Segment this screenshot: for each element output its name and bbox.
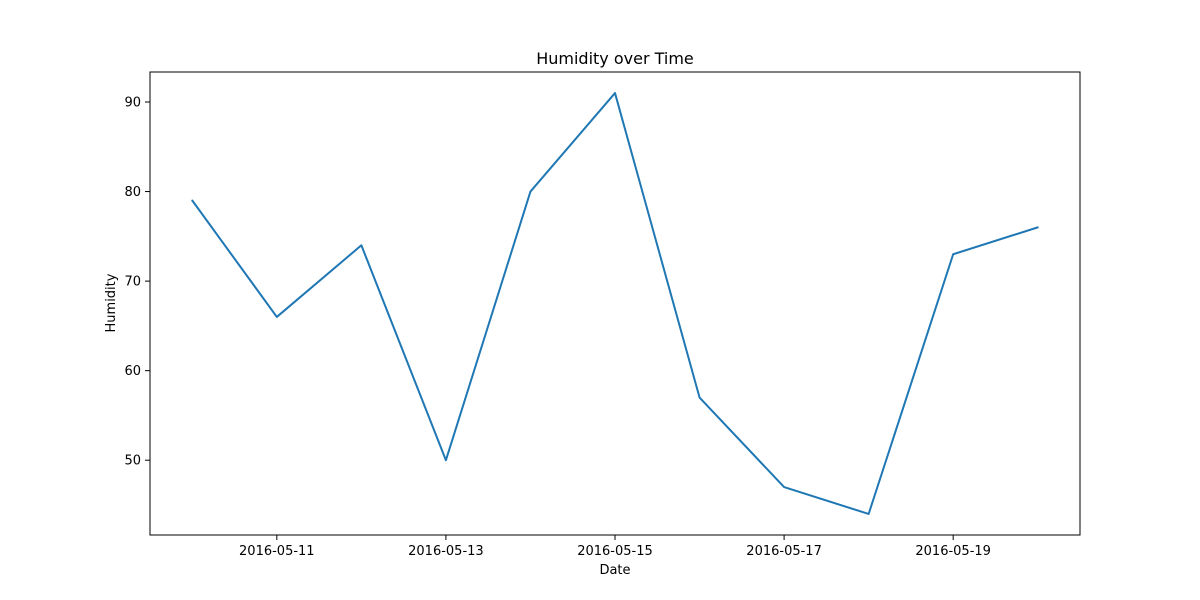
y-tick-label: 70 — [124, 275, 141, 290]
x-tick-label: 2016-05-11 — [239, 544, 315, 559]
y-tick-label: 80 — [124, 185, 141, 200]
chart-title: Humidity over Time — [536, 49, 694, 68]
y-tick-label: 50 — [124, 454, 141, 469]
x-tick-label: 2016-05-13 — [408, 544, 484, 559]
y-axis: 50 60 70 80 90 — [124, 96, 150, 469]
y-tick-label: 60 — [124, 364, 141, 379]
y-tick-label: 90 — [124, 96, 141, 111]
x-tick-label: 2016-05-15 — [577, 544, 653, 559]
x-axis-label: Date — [599, 563, 630, 578]
x-axis: 2016-05-11 2016-05-13 2016-05-15 2016-05-17… — [239, 535, 991, 559]
x-tick-label: 2016-05-17 — [746, 544, 822, 559]
y-axis-label: Humidity — [104, 273, 119, 332]
plot-area-frame — [149, 71, 1081, 536]
humidity-series-line — [191, 92, 1039, 515]
x-tick-label: 2016-05-19 — [915, 544, 991, 559]
